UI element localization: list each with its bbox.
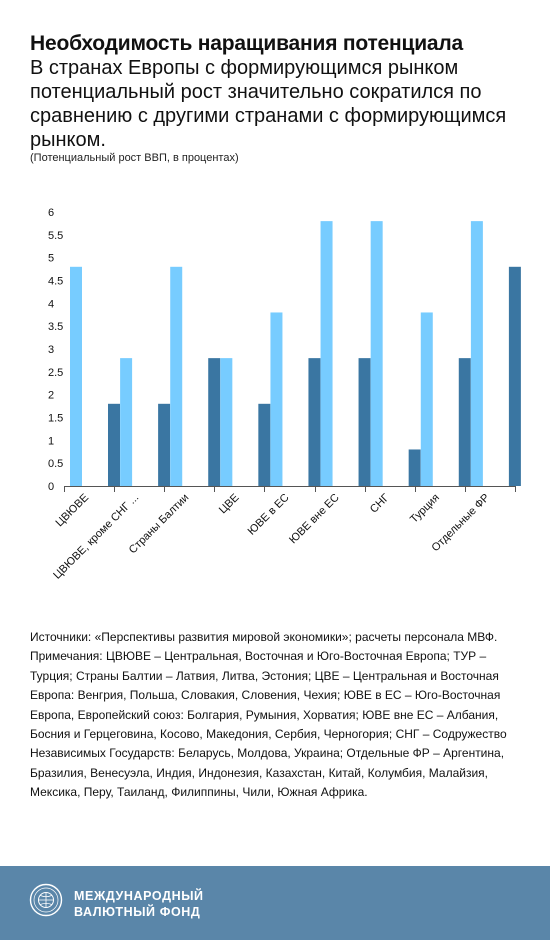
y-tick-label: 2.5 (48, 367, 63, 379)
y-tick-label: 6 (48, 207, 54, 219)
bar (458, 358, 471, 486)
org-name-line1: МЕЖДУНАРОДНЫЙ (74, 889, 204, 903)
unit-note: (Потенциальный рост ВВП, в процентах) (30, 152, 239, 164)
y-tick-label: 2 (48, 390, 54, 402)
y-tick-label: 1 (48, 435, 54, 447)
footer-bar: МЕЖДУНАРОДНЫЙ ВАЛЮТНЫЙ ФОНД (0, 866, 550, 940)
bar (220, 358, 233, 486)
x-tick-label: СНГ (368, 492, 392, 516)
bar (208, 358, 221, 486)
bar (470, 221, 483, 486)
bar (308, 358, 321, 486)
bar (320, 221, 333, 486)
y-tick-label: 3.5 (48, 321, 63, 333)
y-tick-label: 0.5 (48, 458, 63, 470)
bar (170, 266, 183, 486)
bar (370, 221, 383, 486)
notes-block: Источники: «Перспективы развития мировой… (30, 628, 522, 803)
y-tick-label: 1.5 (48, 413, 63, 425)
y-tick-label: 5.5 (48, 230, 63, 242)
remarks-text: Примечания: ЦВЮВЕ – Центральная, Восточн… (30, 649, 507, 800)
y-tick-label: 4.5 (48, 276, 63, 288)
imf-seal-icon (29, 883, 63, 917)
bar (408, 449, 421, 486)
y-tick-label: 4 (48, 298, 54, 310)
x-tick-label: ЦВЕ (217, 492, 242, 517)
y-tick-label: 0 (48, 481, 54, 493)
chart-title: Необходимость наращивания потенциала (30, 32, 464, 55)
bar (358, 358, 371, 486)
y-tick-label: 3 (48, 344, 54, 356)
bar (158, 403, 171, 486)
bar (120, 358, 133, 486)
x-tick-label: ЮВЕ в ЕС (246, 492, 292, 538)
bar (420, 312, 433, 486)
y-tick-label: 5 (48, 253, 54, 265)
x-tick-label: ЮВЕ вне ЕС (287, 492, 342, 547)
bar (70, 266, 82, 486)
x-tick-label: ЦВЮВЕ, кроме СНГ ... (51, 492, 141, 582)
chart-subtitle: В странах Европы с формирующимся рынком … (30, 57, 507, 151)
org-name-line2: ВАЛЮТНЫЙ ФОНД (74, 905, 201, 919)
bar (270, 312, 283, 486)
sources-text: Источники: «Перспективы развития мировой… (30, 630, 498, 644)
bar (258, 403, 271, 486)
x-tick-label: ЦВЮВЕ (54, 492, 92, 530)
bar (508, 266, 521, 486)
x-tick-label: Турция (408, 492, 442, 526)
bar (108, 403, 120, 486)
org-name: МЕЖДУНАРОДНЫЙ ВАЛЮТНЫЙ ФОНД (74, 888, 204, 920)
